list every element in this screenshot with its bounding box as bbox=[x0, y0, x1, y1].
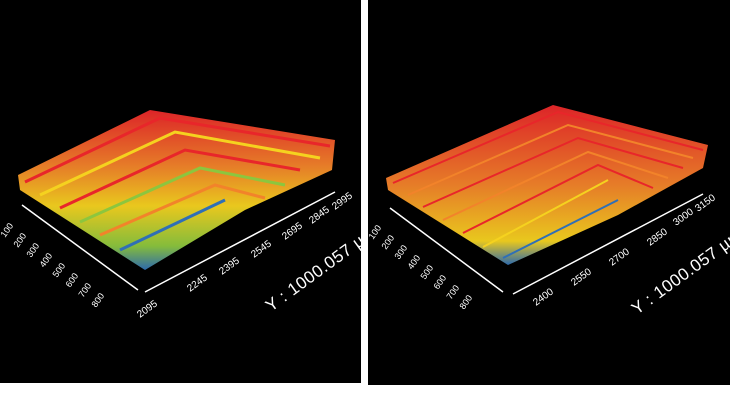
x-tick-label: 300 bbox=[24, 241, 41, 259]
y-tick-label: 2995 bbox=[330, 190, 355, 212]
x-tick-label: 400 bbox=[37, 251, 54, 269]
x-tick-label: 600 bbox=[431, 273, 448, 291]
x-tick-label: 600 bbox=[63, 271, 80, 289]
y-tick-label: 2850 bbox=[645, 226, 670, 248]
x-axis-ticks: 100 200 300 400 500 600 700 800 bbox=[368, 223, 474, 311]
y-tick-label: 2550 bbox=[569, 266, 594, 288]
right-surface-plot: 100 200 300 400 500 600 700 800 2400 255… bbox=[368, 105, 718, 311]
x-tick-label: 700 bbox=[76, 281, 93, 299]
x-tick-label: 200 bbox=[11, 231, 28, 249]
axis-lines bbox=[389, 193, 704, 295]
right-surface-panel: 100 200 300 400 500 600 700 800 2400 255… bbox=[368, 0, 730, 385]
y-tick-label: 3150 bbox=[693, 192, 718, 214]
x-tick-label: 500 bbox=[418, 263, 435, 281]
y-tick-label: 2400 bbox=[531, 286, 556, 308]
y-tick-label: 2095 bbox=[135, 298, 160, 320]
x-tick-label: 700 bbox=[444, 283, 461, 301]
y-tick-label: 2845 bbox=[307, 204, 332, 226]
x-tick-label: 400 bbox=[405, 253, 422, 271]
y-tick-label: 2245 bbox=[185, 272, 210, 294]
left-surface-panel: 100 200 300 400 500 600 700 800 2095 224… bbox=[0, 0, 361, 383]
surface-mesh bbox=[18, 110, 335, 270]
x-tick-label: 300 bbox=[392, 243, 409, 261]
x-tick-label: 500 bbox=[50, 261, 67, 279]
x-tick-label: 100 bbox=[368, 223, 383, 241]
y-tick-label: 2695 bbox=[280, 220, 305, 242]
axis-lines bbox=[21, 191, 336, 293]
x-tick-label: 100 bbox=[0, 221, 15, 239]
surface-ridges bbox=[392, 110, 704, 259]
x-tick-label: 200 bbox=[379, 233, 396, 251]
surface-ridges bbox=[24, 116, 331, 252]
x-tick-label: 800 bbox=[89, 291, 106, 309]
surface-mesh bbox=[386, 105, 708, 265]
left-surface-plot: 100 200 300 400 500 600 700 800 2095 224… bbox=[0, 110, 355, 320]
y-tick-label: 2395 bbox=[217, 255, 242, 277]
y-tick-label: 2545 bbox=[249, 238, 274, 260]
x-tick-label: 800 bbox=[457, 293, 474, 311]
y-tick-label: 2700 bbox=[607, 246, 632, 268]
